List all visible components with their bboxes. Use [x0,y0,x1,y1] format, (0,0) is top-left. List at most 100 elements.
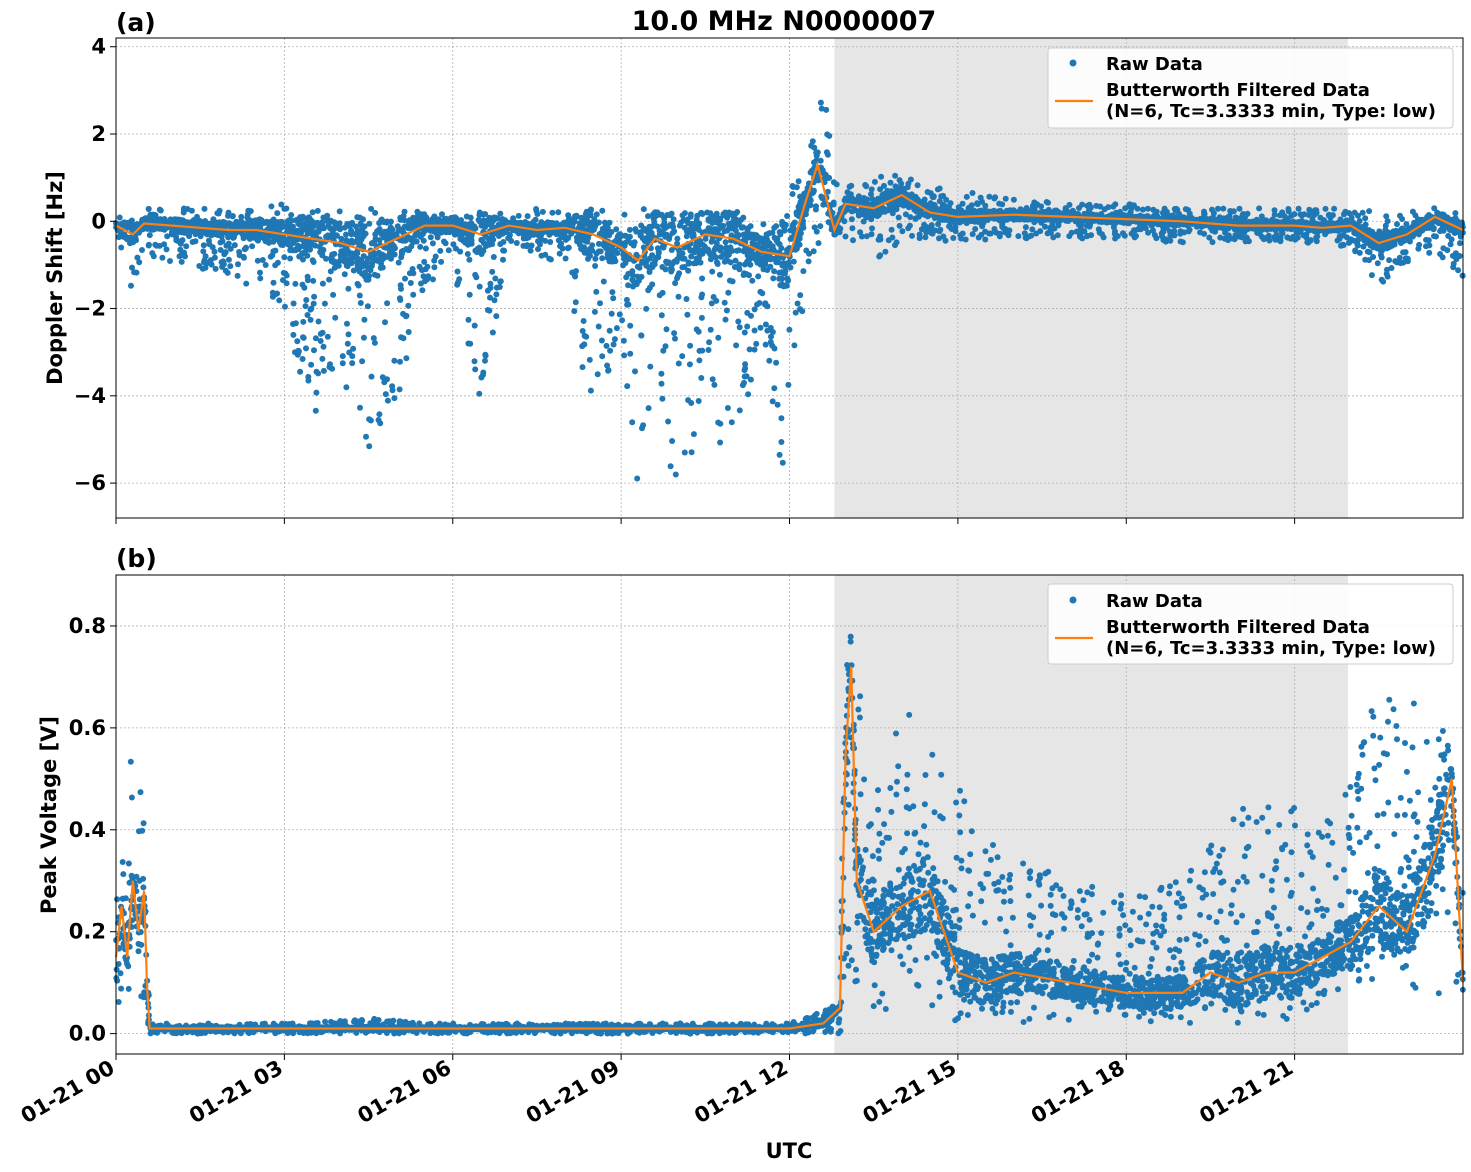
raw-data-point [753,340,760,347]
raw-data-point [538,219,545,226]
raw-data-point [1362,221,1369,228]
raw-data-point [1310,211,1317,218]
raw-data-point [605,367,612,374]
raw-data-point [497,241,504,248]
raw-data-point [868,216,875,223]
raw-data-point [620,262,627,269]
raw-data-point [717,420,724,427]
raw-data-point [766,357,773,364]
raw-data-point [686,361,693,368]
raw-data-point [1301,211,1308,218]
raw-data-point [320,367,327,374]
raw-data-point [366,443,373,450]
raw-data-point [848,216,855,223]
raw-data-point [629,419,636,426]
raw-data-point [941,202,948,209]
panel-a: (a) 420−2−4−6 Doppler Shift [Hz] Raw Dat… [43,8,1466,524]
raw-data-point [270,238,277,245]
raw-data-point [353,249,360,256]
raw-data-point [1038,203,1045,210]
raw-data-point [695,328,702,335]
raw-data-point [432,218,439,225]
raw-data-point [445,216,452,223]
raw-data-point [343,384,350,391]
raw-data-point [601,219,608,226]
raw-data-point [368,373,375,380]
raw-data-point [242,245,249,252]
raw-data-point [290,237,297,244]
raw-data-point [776,241,783,248]
raw-data-point [767,263,774,270]
raw-data-point [424,263,431,270]
raw-data-point [298,221,304,228]
raw-data-point [1139,206,1146,213]
raw-data-point [431,257,438,264]
raw-data-point [317,338,324,344]
raw-data-point [1220,205,1227,212]
raw-data-point [472,271,479,278]
raw-data-point [283,280,290,287]
raw-data-point [177,246,184,253]
raw-data-point [817,223,824,230]
raw-data-point [410,214,417,221]
raw-data-point [179,237,186,244]
raw-data-point [683,233,690,240]
raw-data-point [222,249,229,256]
raw-data-point [672,471,679,478]
raw-data-point [272,262,279,269]
raw-data-point [382,391,389,398]
raw-data-point [748,312,754,319]
raw-data-point [465,340,472,347]
raw-data-point [492,275,499,282]
raw-data-point [768,333,774,340]
raw-data-point [183,243,190,250]
raw-data-point [1153,235,1160,242]
raw-data-point [378,260,384,267]
raw-data-point [1042,223,1048,230]
raw-data-point [381,379,388,386]
raw-data-point [501,247,508,254]
raw-data-point [376,411,383,418]
raw-data-point [675,293,682,300]
raw-data-point [779,459,786,466]
raw-data-point [1452,215,1459,222]
raw-data-point [782,221,789,228]
raw-data-point [1212,228,1218,235]
raw-data-point [389,383,396,390]
raw-data-point [1388,265,1395,271]
raw-data-point [407,280,414,286]
raw-data-point [669,438,676,444]
raw-data-point [762,341,769,348]
raw-data-point [398,285,404,292]
raw-data-point [471,322,478,329]
raw-data-point [848,208,855,215]
raw-data-point [982,236,989,243]
raw-data-point [643,305,650,312]
raw-data-point [288,212,295,218]
raw-data-point [528,242,535,249]
raw-data-point [1217,234,1224,241]
raw-data-point [725,289,732,296]
raw-data-point [465,239,472,246]
raw-data-point [360,334,367,341]
raw-data-point [304,312,311,318]
raw-data-point [427,234,434,241]
raw-data-point [597,248,604,255]
raw-data-point [1260,235,1267,242]
raw-data-point [414,219,421,225]
raw-data-point [197,233,204,240]
raw-data-point [1167,237,1174,244]
raw-data-point [398,334,405,341]
raw-data-point [629,276,636,283]
raw-data-point [1022,224,1029,231]
raw-data-point [675,360,682,367]
raw-data-point [1397,260,1404,267]
raw-data-point [396,386,403,393]
raw-data-point [892,242,898,249]
raw-data-point [599,207,606,214]
raw-data-point [558,240,565,247]
raw-data-point [253,230,260,237]
raw-data-point [391,395,398,402]
raw-data-point [627,322,634,329]
raw-data-point [1456,253,1463,259]
